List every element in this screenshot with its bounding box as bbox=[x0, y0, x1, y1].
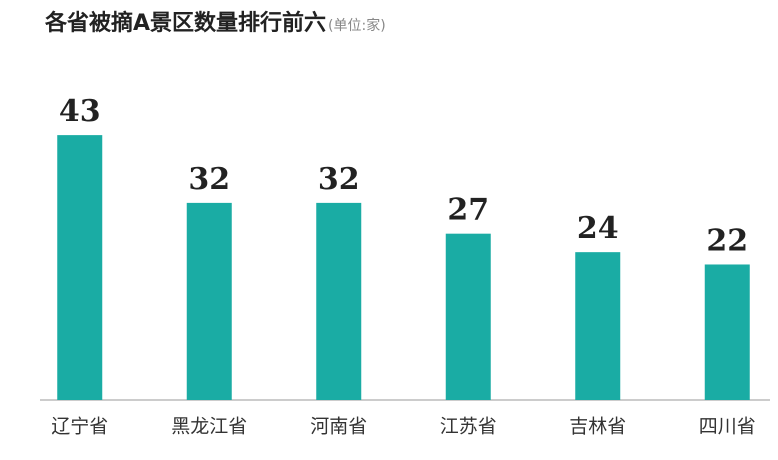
x-tick-label: 吉林省 bbox=[569, 416, 626, 438]
bar bbox=[575, 252, 621, 400]
bar bbox=[186, 202, 232, 400]
x-tick-label: 河南省 bbox=[310, 416, 367, 438]
value-label: 22 bbox=[706, 223, 748, 258]
bar bbox=[57, 135, 103, 400]
chart-subtitle: (单位:家) bbox=[328, 17, 386, 34]
value-label: 27 bbox=[447, 193, 489, 228]
x-tick-label: 辽宁省 bbox=[51, 416, 108, 438]
value-label: 24 bbox=[577, 211, 619, 246]
value-label: 43 bbox=[59, 94, 101, 129]
bar bbox=[316, 202, 362, 400]
value-label: 32 bbox=[188, 162, 230, 197]
x-tick-label: 黑龙江省 bbox=[171, 416, 247, 438]
x-tick-label: 江苏省 bbox=[440, 416, 497, 438]
bar bbox=[704, 264, 750, 400]
value-label: 32 bbox=[318, 162, 360, 197]
x-tick-label: 四川省 bbox=[699, 416, 756, 438]
chart-title: 各省被摘A景区数量排行前六 bbox=[44, 10, 326, 36]
bar bbox=[445, 233, 491, 400]
